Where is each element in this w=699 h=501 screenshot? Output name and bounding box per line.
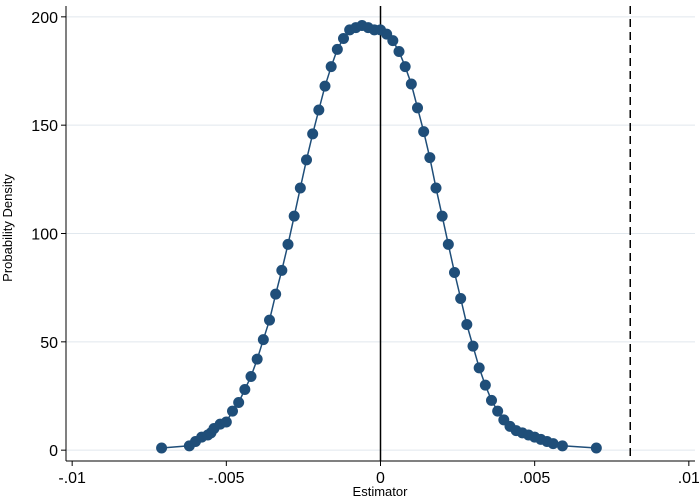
- data-point: [412, 102, 423, 114]
- data-point: [430, 182, 442, 194]
- data-point: [288, 210, 300, 222]
- data-point: [424, 152, 436, 164]
- data-point: [313, 104, 325, 116]
- data-point: [387, 35, 399, 47]
- data-point: [307, 128, 319, 140]
- data-point: [233, 397, 245, 408]
- y-tick-label: 50: [40, 335, 58, 352]
- data-point: [418, 126, 430, 138]
- x-tick-label: .01: [678, 470, 699, 487]
- data-point: [301, 154, 312, 166]
- y-tick-label: 0: [49, 443, 58, 460]
- data-point: [393, 46, 405, 57]
- y-axis-title: Probability Density: [0, 174, 15, 282]
- data-point: [227, 405, 238, 417]
- data-point: [282, 238, 294, 250]
- data-point: [492, 405, 504, 417]
- y-tick-label: 100: [31, 227, 58, 244]
- data-point: [479, 379, 491, 391]
- x-tick-label: .005: [519, 470, 550, 487]
- data-point: [338, 33, 349, 44]
- x-axis-title: Estimator: [353, 484, 409, 499]
- data-point: [245, 371, 257, 382]
- data-point: [239, 384, 251, 395]
- x-ticks: -.01 -.005 0 .005 .01: [58, 461, 699, 487]
- data-series: [156, 20, 602, 454]
- reference-lines: [379, 6, 631, 461]
- data-point: [325, 61, 337, 73]
- data-point: [442, 238, 454, 250]
- x-tick-label: -.005: [208, 470, 245, 487]
- y-tick-label: 150: [31, 118, 58, 135]
- y-tick-label: 200: [31, 10, 58, 27]
- data-point: [436, 210, 448, 222]
- data-point: [294, 182, 306, 194]
- data-point: [556, 440, 568, 452]
- data-point: [257, 334, 269, 346]
- data-point: [467, 340, 479, 352]
- data-point: [276, 264, 288, 276]
- data-point: [220, 416, 232, 428]
- data-point: [405, 78, 417, 90]
- y-ticks: 0 50 100 150 200: [31, 10, 66, 460]
- x-tick-label: -.01: [58, 470, 86, 487]
- density-line: [161, 24, 597, 449]
- data-point: [547, 438, 559, 450]
- data-point: [399, 61, 411, 73]
- data-point: [449, 267, 460, 278]
- data-point: [156, 442, 168, 454]
- data-point: [461, 319, 473, 330]
- data-point: [251, 353, 263, 365]
- data-point: [590, 442, 602, 454]
- data-point: [270, 288, 282, 300]
- data-point: [319, 80, 331, 92]
- data-point: [264, 314, 275, 326]
- x-tick-label: 0: [376, 470, 385, 487]
- data-point: [455, 293, 467, 304]
- data-point: [473, 362, 485, 374]
- data-point: [331, 43, 343, 55]
- data-point: [486, 394, 497, 406]
